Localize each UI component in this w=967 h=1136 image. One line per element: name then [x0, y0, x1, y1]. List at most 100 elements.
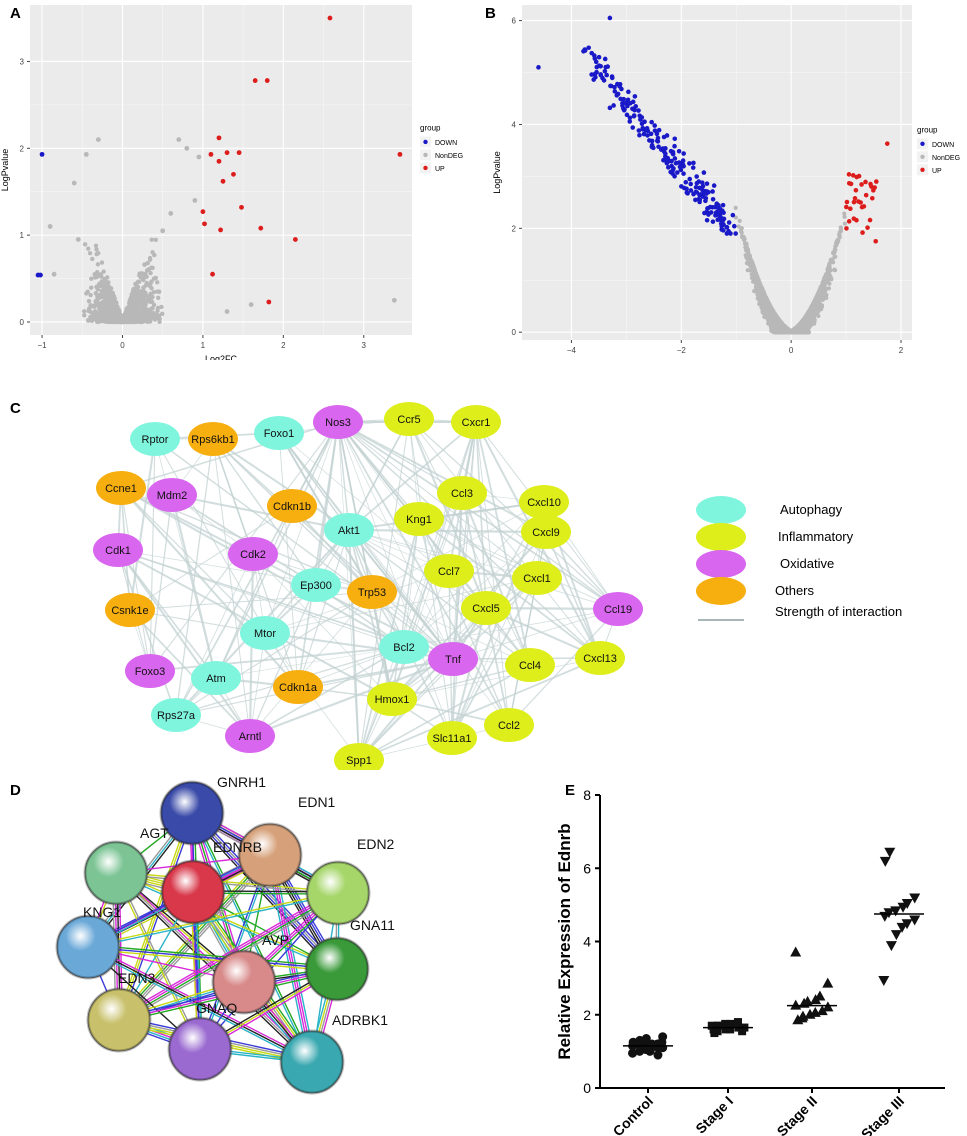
node-sphere: [56, 915, 120, 979]
node-label: AVP: [262, 932, 289, 948]
down-point: [717, 211, 722, 216]
node-label: Ccl19: [604, 604, 632, 616]
edge: [88, 944, 338, 968]
node-shade: [160, 859, 226, 925]
down-point: [721, 210, 726, 216]
nondeg-point: [802, 320, 807, 325]
nondeg-point: [82, 242, 88, 247]
down-point: [670, 149, 676, 155]
node-csnk1e: Csnk1e: [105, 593, 155, 627]
node-gna11: GNA11: [304, 917, 395, 1002]
edge: [358, 570, 450, 761]
edge: [249, 632, 266, 737]
nondeg-point: [93, 302, 99, 307]
edge: [175, 438, 214, 716]
down-point: [681, 185, 687, 191]
up-point: [852, 196, 858, 201]
down-point: [607, 15, 613, 21]
down-point: [681, 171, 686, 176]
nondeg-point: [97, 311, 102, 317]
edge: [175, 591, 373, 716]
edge: [452, 608, 619, 660]
edge: [117, 549, 177, 716]
legend-marker: [423, 139, 428, 145]
down-point: [614, 93, 620, 98]
nondeg-point: [94, 292, 100, 297]
nondeg-point: [135, 279, 141, 285]
node-ellipse: [424, 554, 474, 588]
node-label: Nos3: [325, 417, 351, 429]
edge: [337, 421, 454, 660]
edge: [450, 607, 488, 739]
y-axis-label: LogPvalue: [0, 149, 10, 192]
nondeg-point: [842, 221, 848, 226]
node-mtor: Mtor: [240, 616, 290, 650]
y-tick-label: 2: [512, 224, 517, 233]
nondeg-point: [754, 275, 759, 280]
down-point: [598, 63, 603, 69]
edge: [452, 421, 477, 660]
node-tnf: Tnf: [428, 642, 478, 676]
node-sphere: [238, 823, 302, 887]
nondeg-point: [828, 257, 834, 262]
node-label: Slc11a1: [433, 733, 472, 745]
nondeg-point: [101, 292, 106, 297]
plot-background: [30, 5, 412, 335]
nondeg-point: [819, 284, 824, 289]
edge: [117, 853, 270, 1020]
node-label: AGT: [140, 825, 169, 841]
nondeg-point: [751, 263, 756, 268]
node-label: Ccne1: [105, 483, 137, 495]
node-foxo3: Foxo3: [125, 654, 175, 688]
node-ellipse: [384, 402, 434, 436]
up-point: [202, 221, 207, 227]
node-ellipse: [367, 682, 417, 716]
node-ellipse: [254, 416, 304, 450]
node-agt: AGT: [83, 825, 169, 906]
down-point: [710, 189, 715, 194]
edge: [278, 432, 299, 688]
down-point: [645, 133, 650, 138]
edge: [249, 584, 317, 737]
node-label: Rptor: [142, 434, 169, 446]
node-label: GNA11: [350, 917, 395, 933]
edge: [403, 501, 545, 648]
nondeg-point: [71, 180, 77, 186]
nondeg-point: [150, 294, 155, 300]
nondeg-point: [86, 298, 92, 304]
edge: [391, 657, 601, 700]
up-point: [224, 150, 230, 156]
edge: [87, 891, 338, 947]
nondeg-point: [81, 309, 87, 314]
node-cxcl5: Cxcl5: [461, 591, 511, 625]
node-edn1: EDN1: [237, 794, 336, 888]
nondeg-point: [109, 318, 114, 324]
node-label: Ccl2: [498, 720, 520, 732]
node-label: KNG1: [83, 904, 121, 920]
down-point: [620, 103, 625, 108]
node-label: Atm: [206, 673, 226, 685]
y-tick-label: 3: [20, 57, 25, 66]
down-point: [703, 195, 709, 201]
node-kng1: KNG1: [55, 904, 121, 980]
edge: [508, 608, 619, 726]
node-cxcl13: Cxcl13: [575, 641, 625, 675]
nondeg-point: [93, 275, 98, 280]
nondeg-point: [143, 301, 148, 307]
node-label: Ccl4: [519, 660, 541, 672]
nondeg-point: [151, 289, 157, 295]
node-trp53: Trp53: [347, 575, 397, 609]
edge: [358, 607, 487, 761]
edge: [337, 421, 531, 666]
down-point: [700, 183, 706, 189]
down-point: [690, 165, 696, 170]
node-ellipse: [521, 515, 571, 549]
legend-swatch: [696, 550, 746, 578]
node-shade: [304, 936, 370, 1002]
up-point: [873, 238, 879, 244]
nondeg-point: [104, 319, 110, 325]
nondeg-point: [96, 318, 102, 323]
down-point: [627, 119, 633, 124]
up-point: [868, 181, 873, 187]
panel-label-a: A: [10, 5, 21, 22]
